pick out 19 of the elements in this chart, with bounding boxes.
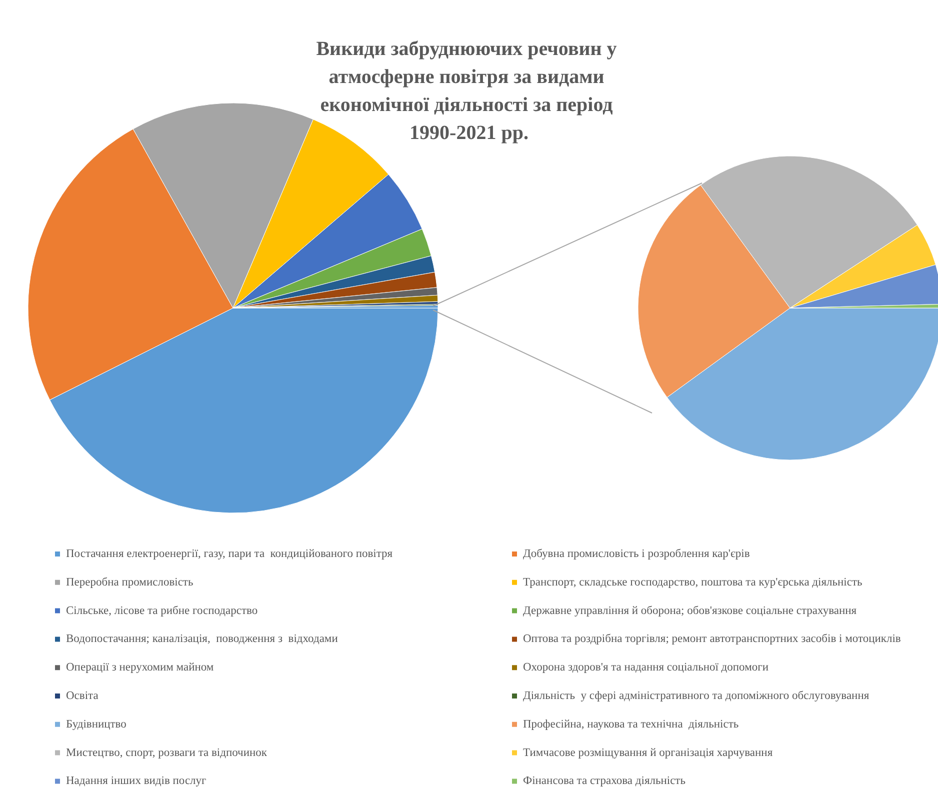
legend-label: Охорона здоров'я та надання соціальної допомоги [523,662,768,674]
legend-label: Транспорт, складське господарство, поштова та кур'єрська діяльність [523,576,862,588]
legend-label: Операції з нерухомим майном [66,662,214,674]
legend-label: Оптова та роздрібна торгівля; ремонт автотранспортних засобів і мотоциклів [523,633,902,646]
legend-label: Будівництво [66,718,127,730]
legend-label: Професійна, наукова та технічна діяльність [523,718,739,730]
chart-title: Викиди забруднюючих речовин у атмосферне повітря за видами економічної діяльності за період 1990-2021 рр. [316,38,622,144]
legend-label: Надання інших видів послуг [66,775,207,788]
legend-label: Переробна промисловість [66,576,194,588]
legend-label: Тимчасове розміщування й організація харчування [523,746,774,759]
legend-label: Водопостачання; каналізація, поводження з відходами [66,633,338,646]
legend-label: Мистецтво, спорт, розваги та відпочинок [66,746,268,759]
legend-label: Постачання електроенергії, газу, пари та кондиційованого повітря [66,548,394,560]
legend-label: Діяльність у сфері адміністративного та допоміжного обслуговування [523,690,870,702]
legend-label: Фінансова та страхова діяльність [523,775,686,788]
legend-label: Освіта [66,690,98,702]
legend-label: Сільське, лісове та рибне господарство [66,604,258,617]
legend-label: Добувна промисловість і розроблення кар'єрів [523,548,750,560]
legend-label: Державне управління й оборона; обов'язкове соціальне страхування [523,604,858,617]
